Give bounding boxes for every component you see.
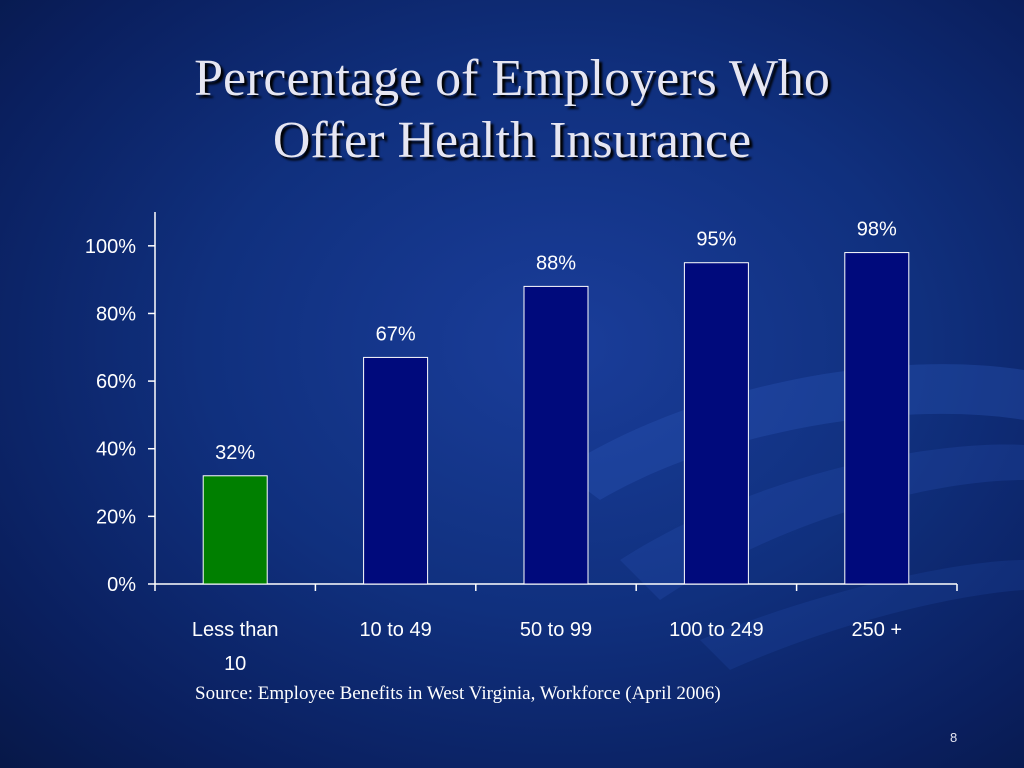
y-tick-label: 80% bbox=[96, 303, 136, 325]
page-number: 8 bbox=[950, 730, 958, 745]
x-category-label: 100 to 249 bbox=[669, 619, 764, 641]
data-label: 67% bbox=[376, 323, 416, 345]
bar bbox=[363, 356, 429, 585]
y-tick-label: 20% bbox=[96, 506, 136, 528]
source-note: Source: Employee Benefits in West Virgin… bbox=[195, 683, 721, 704]
x-category-label: 250 + bbox=[851, 619, 902, 641]
y-tick-label: 40% bbox=[96, 439, 136, 461]
bar bbox=[683, 262, 749, 585]
x-category-label: 10 bbox=[224, 653, 246, 675]
bar bbox=[523, 285, 589, 585]
data-label: 32% bbox=[215, 442, 255, 464]
data-label: 98% bbox=[857, 219, 897, 241]
y-tick-label: 100% bbox=[85, 236, 136, 258]
data-label: 88% bbox=[536, 252, 576, 274]
y-tick-label: 0% bbox=[107, 574, 136, 596]
y-tick-label: 60% bbox=[96, 371, 136, 393]
x-category-label: 50 to 99 bbox=[520, 619, 592, 641]
slide-title: Percentage of Employers Who Offer Health… bbox=[194, 50, 830, 169]
chart-labels: 0% 20% 40% 60% 80% 100% 32% Less than 10 67% 10 to… bbox=[85, 219, 902, 675]
bar bbox=[844, 252, 910, 585]
x-category-label: Less than bbox=[192, 619, 279, 641]
chart-bars bbox=[202, 252, 910, 585]
data-label: 95% bbox=[696, 229, 736, 251]
bar bbox=[202, 475, 268, 585]
x-category-label: 10 to 49 bbox=[359, 619, 431, 641]
